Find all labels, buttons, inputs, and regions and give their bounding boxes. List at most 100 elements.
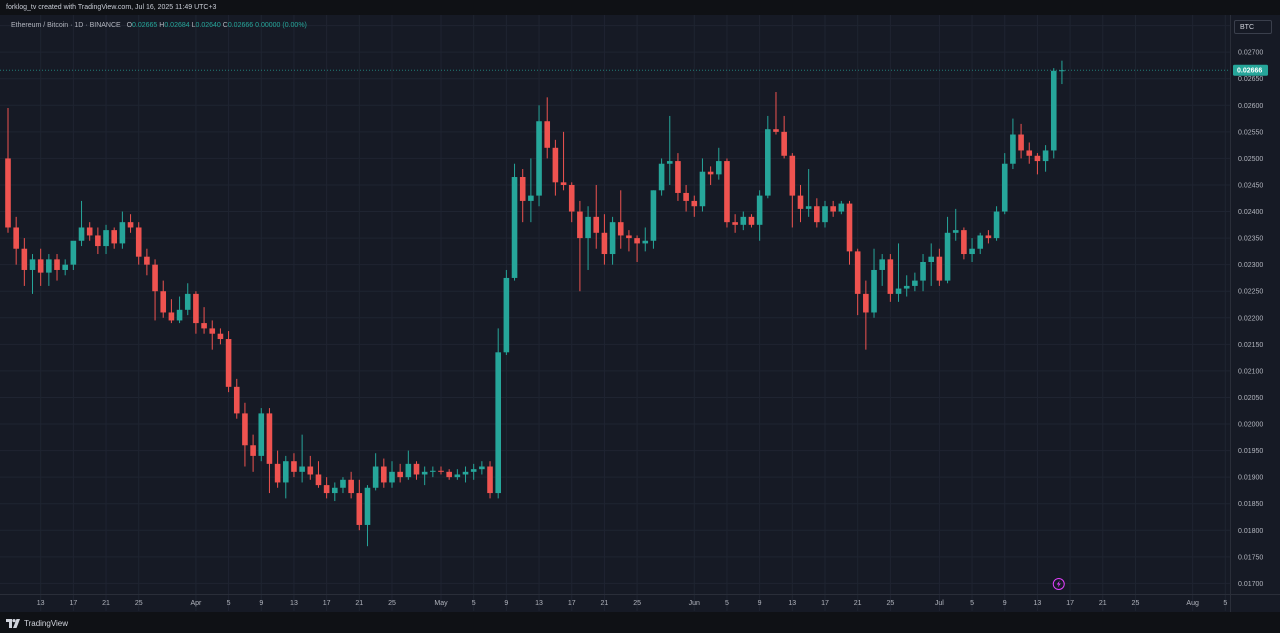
candle[interactable] bbox=[658, 158, 665, 196]
candle[interactable] bbox=[454, 469, 461, 480]
candle[interactable] bbox=[675, 153, 681, 201]
candle[interactable] bbox=[944, 216, 951, 284]
candle[interactable] bbox=[961, 227, 967, 260]
candle[interactable] bbox=[519, 169, 526, 223]
candle[interactable] bbox=[642, 227, 649, 252]
candle[interactable] bbox=[830, 200, 836, 217]
candle[interactable] bbox=[479, 461, 485, 475]
candle[interactable] bbox=[854, 248, 861, 316]
candle[interactable] bbox=[1010, 118, 1016, 170]
candle[interactable] bbox=[446, 469, 452, 480]
candle[interactable] bbox=[86, 222, 93, 241]
candle[interactable] bbox=[54, 254, 60, 281]
candle[interactable] bbox=[609, 216, 616, 265]
candle[interactable] bbox=[511, 163, 518, 281]
candle[interactable] bbox=[822, 200, 828, 228]
candle[interactable] bbox=[748, 214, 755, 228]
candle[interactable] bbox=[863, 280, 869, 350]
candle[interactable] bbox=[895, 243, 902, 302]
candle[interactable] bbox=[699, 158, 706, 212]
candle[interactable] bbox=[846, 200, 853, 265]
candle[interactable] bbox=[568, 182, 575, 223]
candle[interactable] bbox=[732, 214, 738, 233]
candle[interactable] bbox=[969, 238, 975, 263]
candle[interactable] bbox=[70, 240, 77, 270]
candle[interactable] bbox=[814, 198, 820, 228]
candle[interactable] bbox=[413, 461, 420, 480]
candle[interactable] bbox=[691, 195, 698, 217]
candle[interactable] bbox=[389, 461, 395, 488]
candle[interactable] bbox=[307, 455, 314, 480]
candle[interactable] bbox=[912, 272, 918, 292]
tradingview-logo[interactable]: TradingView bbox=[6, 617, 68, 629]
candle[interactable] bbox=[103, 224, 109, 255]
candle[interactable] bbox=[291, 453, 297, 478]
candle[interactable] bbox=[193, 291, 199, 334]
candle[interactable] bbox=[168, 299, 175, 324]
currency-badge[interactable]: BTC bbox=[1234, 20, 1272, 34]
candle[interactable] bbox=[225, 331, 232, 393]
candle[interactable] bbox=[258, 408, 265, 462]
candle[interactable] bbox=[1026, 142, 1033, 164]
candle[interactable] bbox=[920, 254, 926, 292]
candle[interactable] bbox=[1042, 145, 1049, 172]
candle[interactable] bbox=[1050, 68, 1057, 159]
candle[interactable] bbox=[5, 107, 11, 233]
candle[interactable] bbox=[789, 153, 796, 228]
candle[interactable] bbox=[266, 408, 273, 494]
candle[interactable] bbox=[773, 92, 779, 135]
candle[interactable] bbox=[470, 463, 477, 480]
candle[interactable] bbox=[95, 227, 101, 255]
candle[interactable] bbox=[332, 482, 338, 502]
candle[interactable] bbox=[160, 280, 167, 318]
candle[interactable] bbox=[838, 200, 845, 215]
candle[interactable] bbox=[184, 283, 191, 316]
candle[interactable] bbox=[1059, 60, 1065, 85]
candle[interactable] bbox=[626, 230, 632, 252]
candle[interactable] bbox=[560, 131, 567, 191]
candle[interactable] bbox=[756, 190, 763, 241]
candle[interactable] bbox=[593, 184, 600, 249]
candle[interactable] bbox=[201, 307, 207, 334]
candle[interactable] bbox=[46, 254, 52, 286]
candle[interactable] bbox=[707, 166, 714, 185]
candle[interactable] bbox=[985, 230, 992, 244]
candle[interactable] bbox=[127, 214, 134, 233]
candle[interactable] bbox=[29, 254, 36, 294]
candle[interactable] bbox=[364, 485, 371, 547]
candle[interactable] bbox=[348, 471, 354, 499]
candle[interactable] bbox=[617, 190, 624, 249]
candle[interactable] bbox=[903, 275, 910, 297]
candle[interactable] bbox=[544, 97, 551, 159]
candle[interactable] bbox=[372, 453, 379, 491]
candle[interactable] bbox=[724, 158, 730, 228]
candle[interactable] bbox=[871, 248, 877, 318]
candle[interactable] bbox=[887, 254, 894, 302]
candle[interactable] bbox=[936, 248, 943, 286]
candle[interactable] bbox=[299, 434, 305, 483]
candle[interactable] bbox=[21, 238, 28, 286]
candle[interactable] bbox=[952, 208, 959, 241]
candle[interactable] bbox=[111, 227, 118, 249]
lightning-icon[interactable] bbox=[1052, 578, 1065, 590]
candle[interactable] bbox=[152, 259, 158, 321]
candle[interactable] bbox=[356, 479, 363, 531]
candle[interactable] bbox=[577, 200, 583, 292]
candle[interactable] bbox=[552, 139, 559, 196]
candle[interactable] bbox=[977, 232, 984, 255]
candle[interactable] bbox=[233, 378, 240, 419]
candle[interactable] bbox=[601, 214, 608, 265]
candle[interactable] bbox=[135, 222, 142, 265]
candle[interactable] bbox=[62, 259, 68, 276]
candle[interactable] bbox=[209, 320, 216, 350]
candle[interactable] bbox=[487, 461, 493, 499]
candle[interactable] bbox=[438, 466, 444, 475]
candle[interactable] bbox=[119, 211, 126, 249]
candle[interactable] bbox=[315, 461, 322, 488]
candle[interactable] bbox=[282, 455, 289, 499]
candle[interactable] bbox=[585, 206, 591, 270]
candle[interactable] bbox=[715, 147, 722, 180]
candle[interactable] bbox=[274, 450, 281, 488]
candle[interactable] bbox=[993, 206, 1000, 241]
